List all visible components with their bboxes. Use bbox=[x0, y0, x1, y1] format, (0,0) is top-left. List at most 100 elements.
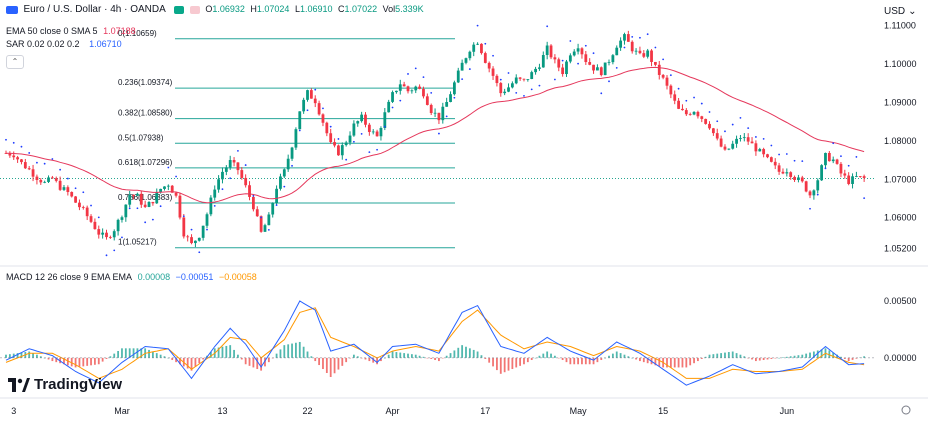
candle-body bbox=[681, 108, 684, 111]
fib-level-label: 0.382(1.08580) bbox=[118, 109, 173, 118]
candle-body bbox=[174, 192, 178, 196]
candle-body bbox=[623, 34, 626, 41]
macd-histogram-bar bbox=[496, 357, 498, 371]
sar-dot bbox=[453, 96, 456, 99]
macd-histogram-bar bbox=[117, 350, 119, 358]
sar-dot bbox=[739, 116, 742, 119]
macd-histogram-bar bbox=[704, 356, 707, 358]
ema-legend[interactable]: EMA 50 close 0 SMA 5 1.07188 bbox=[6, 26, 139, 37]
sar-dot bbox=[662, 58, 665, 61]
sar-dot bbox=[438, 132, 440, 135]
candle-body bbox=[534, 68, 537, 73]
candle-body bbox=[615, 47, 619, 56]
fib-level-label: 0.5(1.07938) bbox=[118, 133, 164, 142]
candle-body bbox=[47, 177, 50, 182]
candle-body bbox=[309, 90, 313, 99]
candle-body bbox=[739, 138, 742, 139]
candle-body bbox=[831, 159, 835, 162]
candle-body bbox=[232, 160, 236, 163]
macd-histogram-bar bbox=[480, 355, 483, 358]
candle-body bbox=[657, 64, 661, 75]
macd-histogram-bar bbox=[395, 352, 398, 358]
candle-body bbox=[545, 45, 549, 56]
candle-body bbox=[163, 186, 166, 189]
candle-body bbox=[696, 111, 700, 117]
sar-dot bbox=[422, 76, 425, 79]
macd-histogram-bar bbox=[109, 356, 112, 358]
macd-histogram-bar bbox=[739, 354, 742, 358]
low-label: L bbox=[294, 4, 300, 14]
macd-histogram-bar bbox=[260, 357, 263, 371]
sar-dot bbox=[260, 216, 263, 219]
macd-histogram-bar bbox=[32, 353, 34, 358]
sar-dot bbox=[538, 84, 541, 87]
macd-histogram-bar bbox=[557, 357, 560, 359]
sar-dot bbox=[244, 164, 247, 166]
macd-histogram-bar bbox=[774, 357, 777, 359]
candle-body bbox=[286, 158, 290, 170]
sar-legend[interactable]: SAR 0.02 0.02 0.2 1.06710 bbox=[6, 39, 125, 50]
macd-histogram-bar bbox=[832, 352, 835, 358]
sar-dot bbox=[345, 158, 348, 161]
macd-histogram-bar bbox=[847, 357, 850, 362]
macd-histogram-bar bbox=[642, 357, 645, 363]
tradingview-logo-icon bbox=[8, 377, 30, 392]
candle-body bbox=[754, 143, 758, 152]
sar-dot bbox=[283, 185, 286, 188]
tradingview-logo[interactable]: TradingView bbox=[8, 376, 122, 393]
sar-dot bbox=[623, 46, 626, 49]
macd-histogram-bar bbox=[341, 357, 344, 366]
macd-histogram-bar bbox=[731, 351, 734, 358]
macd-histogram-bar bbox=[267, 357, 270, 363]
candle-body bbox=[711, 128, 715, 134]
time-tick-label: 22 bbox=[302, 406, 312, 416]
candle-body bbox=[255, 209, 259, 217]
macd-histogram-bar bbox=[851, 357, 854, 360]
candle-body bbox=[727, 148, 731, 150]
macd-histogram-bar bbox=[372, 357, 375, 363]
sar-dot bbox=[708, 111, 711, 113]
candle-body bbox=[789, 172, 793, 177]
macd-histogram-bar bbox=[789, 356, 792, 358]
candle-body bbox=[251, 196, 255, 210]
candle-body bbox=[367, 124, 371, 132]
sar-dot bbox=[755, 136, 757, 138]
collapse-indicators-button[interactable]: ⌃ bbox=[6, 55, 24, 69]
vol-value: 5.339K bbox=[395, 4, 424, 14]
macd-histogram-bar bbox=[805, 353, 808, 358]
macd-histogram-bar bbox=[275, 353, 278, 358]
candle-body bbox=[159, 188, 163, 193]
macd-histogram-bar bbox=[863, 356, 866, 358]
fib-level-label: 0(1.10659) bbox=[118, 29, 157, 38]
sar-dot bbox=[762, 138, 765, 140]
candle-body bbox=[147, 201, 151, 207]
time-tick-label: Apr bbox=[386, 406, 400, 416]
macd-histogram-bar bbox=[12, 353, 15, 358]
macd-legend[interactable]: MACD 12 26 close 9 EMA EMA 0.00008 −0.00… bbox=[6, 272, 260, 283]
candle-body bbox=[530, 72, 534, 80]
candle-body bbox=[78, 202, 81, 208]
macd-histogram-bar bbox=[550, 353, 552, 358]
candle-body bbox=[112, 231, 116, 238]
macd-histogram-bar bbox=[202, 357, 205, 360]
candle-body bbox=[452, 82, 456, 95]
candle-body bbox=[460, 62, 464, 71]
ema-label: EMA 50 close 0 SMA 5 bbox=[6, 26, 98, 36]
candle-body bbox=[862, 176, 866, 178]
candle-body bbox=[847, 175, 851, 184]
candle-body bbox=[298, 111, 302, 130]
candle-body bbox=[518, 77, 522, 79]
candle-body bbox=[259, 216, 263, 232]
sar-dot bbox=[151, 218, 154, 221]
sar-dot bbox=[577, 62, 579, 65]
candle-body bbox=[360, 114, 364, 122]
macd-histogram-bar bbox=[74, 357, 77, 368]
sar-dot bbox=[669, 74, 672, 77]
candle-body bbox=[526, 79, 530, 80]
macd-histogram-bar bbox=[194, 357, 197, 367]
candle-body bbox=[626, 34, 630, 42]
chevron-down-icon: ⌄ bbox=[908, 6, 917, 17]
currency-label[interactable]: USD ⌄ bbox=[884, 6, 920, 17]
candle-body bbox=[213, 189, 217, 198]
